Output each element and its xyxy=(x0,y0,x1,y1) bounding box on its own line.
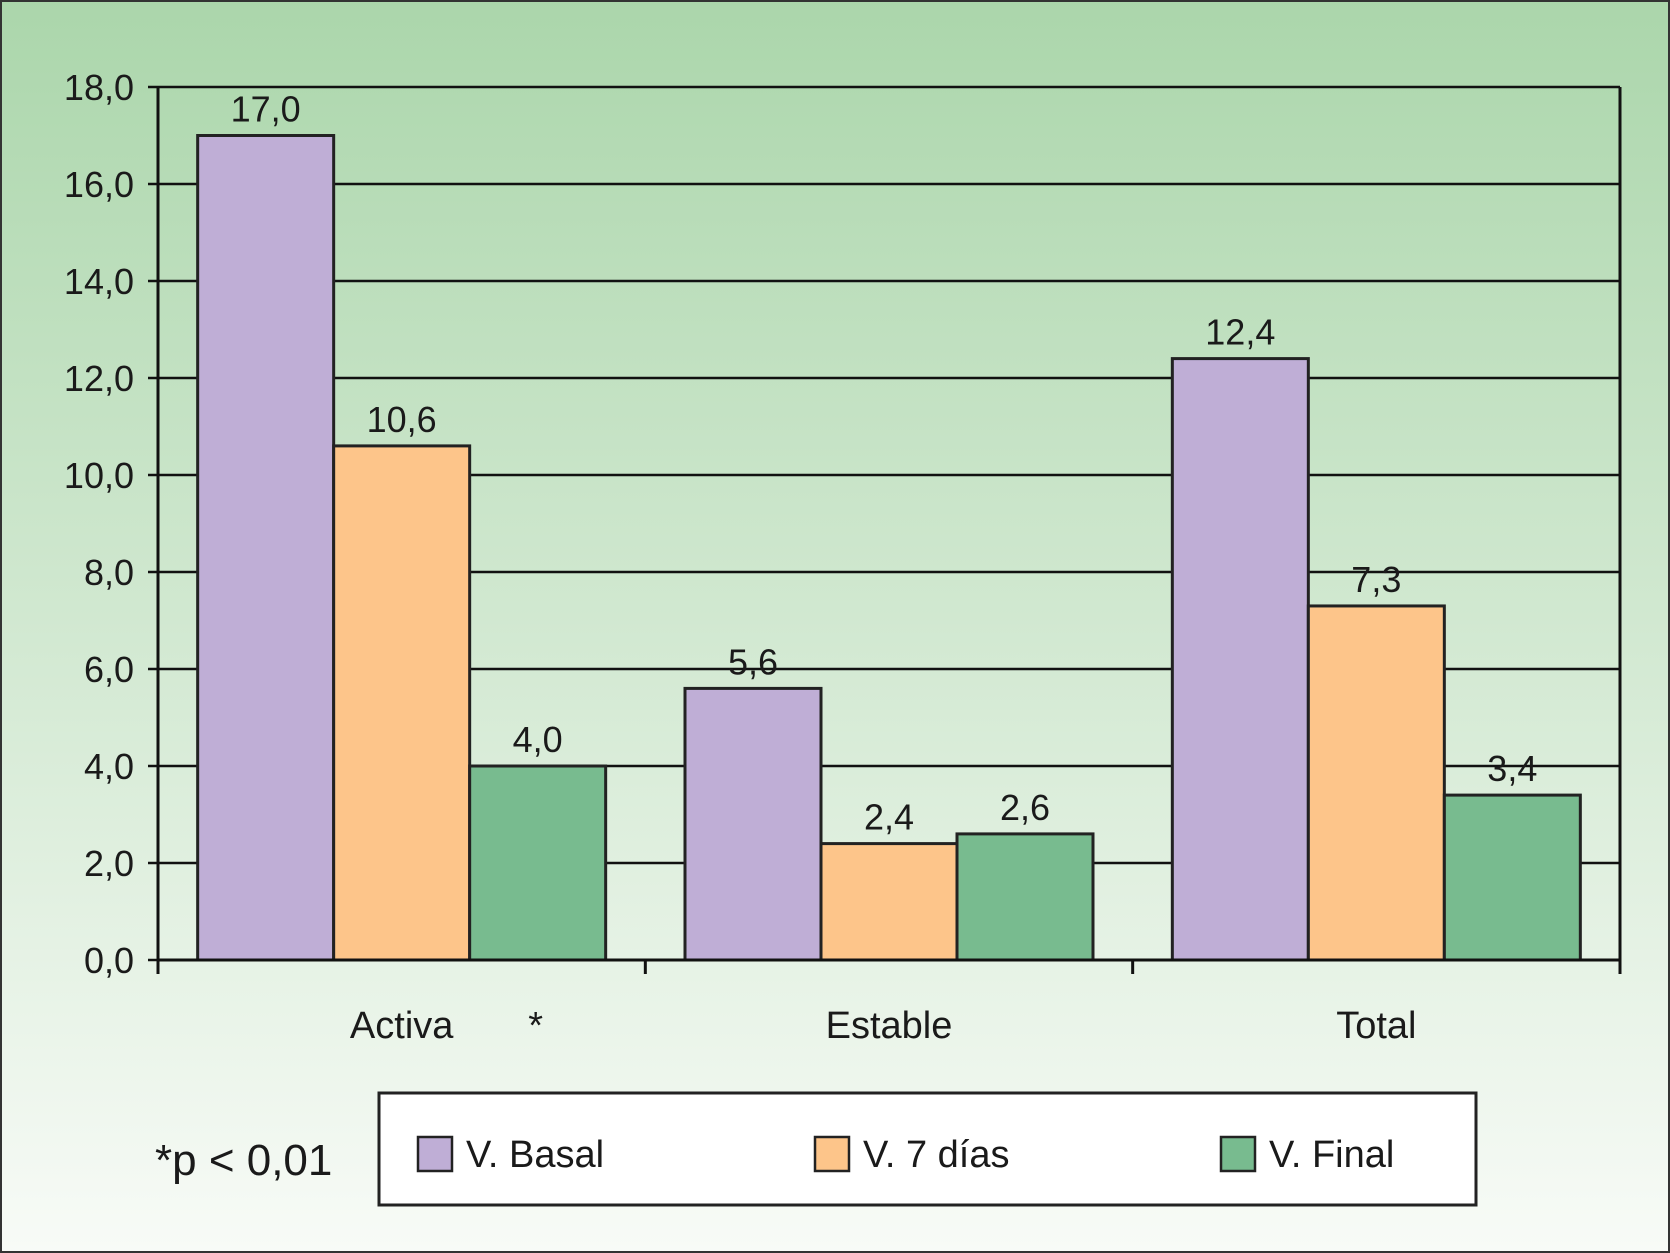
y-tick-label: 10,0 xyxy=(64,455,134,496)
significance-note: *p < 0,01 xyxy=(155,1136,332,1185)
significance-marker: * xyxy=(528,1005,543,1047)
category-label: Total xyxy=(1336,1005,1416,1047)
y-tick-label: 2,0 xyxy=(84,843,134,884)
legend-box xyxy=(377,1091,1478,1207)
bar xyxy=(819,842,959,962)
legend-label: V. 7 días xyxy=(863,1134,1010,1176)
bar-data-label: 7,3 xyxy=(1351,559,1401,600)
bar-data-label: 5,6 xyxy=(728,641,778,682)
bar xyxy=(1306,604,1446,962)
category-label: Estable xyxy=(826,1005,953,1047)
y-tick-label: 12,0 xyxy=(64,358,134,399)
y-tick-label: 8,0 xyxy=(84,552,134,593)
bar xyxy=(332,444,472,962)
legend-label: V. Final xyxy=(1269,1134,1394,1176)
y-tick-label: 14,0 xyxy=(64,261,134,302)
y-tick-label: 16,0 xyxy=(64,164,134,205)
bar-data-label: 4,0 xyxy=(513,719,563,760)
legend-swatch xyxy=(813,1135,851,1173)
category-label: Activa xyxy=(350,1005,454,1047)
bar xyxy=(196,134,336,962)
bar xyxy=(683,686,823,962)
bar xyxy=(955,832,1095,962)
bar-data-label: 17,0 xyxy=(231,89,301,130)
y-tick-label: 0,0 xyxy=(84,940,134,981)
y-tick-label: 6,0 xyxy=(84,649,134,690)
bar-data-label: 2,4 xyxy=(864,797,914,838)
bar-data-label: 10,6 xyxy=(367,399,437,440)
legend-swatch xyxy=(416,1135,454,1173)
bar-data-label: 3,4 xyxy=(1487,748,1537,789)
bar-data-label: 12,4 xyxy=(1205,312,1275,353)
bar xyxy=(1442,793,1582,962)
bar xyxy=(468,764,608,962)
y-tick-label: 4,0 xyxy=(84,746,134,787)
legend-swatch xyxy=(1219,1135,1257,1173)
bar-data-label: 2,6 xyxy=(1000,787,1050,828)
bar xyxy=(1170,357,1310,962)
legend-label: V. Basal xyxy=(466,1134,604,1176)
y-tick-label: 18,0 xyxy=(64,67,134,108)
